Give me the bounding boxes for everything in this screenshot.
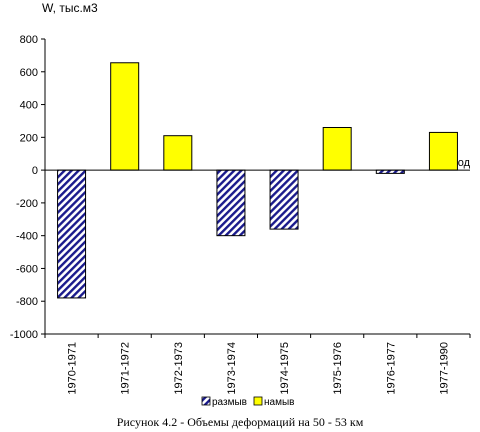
x-tick-label: 1976-1977 xyxy=(385,342,397,395)
legend-label-намыв: намыв xyxy=(264,397,294,408)
y-axis-label: W, тыс.м3 xyxy=(42,1,98,15)
x-axis-label: год xyxy=(454,157,471,169)
legend-label-размыв: размыв xyxy=(212,397,247,408)
figure-caption: Рисунок 4.2 - Объемы деформаций на 50 - … xyxy=(117,415,364,429)
x-tick-label: 1973-1974 xyxy=(226,342,238,395)
bar-намыв xyxy=(322,127,352,171)
y-tick-label: -800 xyxy=(16,296,38,308)
y-tick-label: 200 xyxy=(20,132,38,144)
x-tick-label: 1974-1975 xyxy=(279,342,291,395)
x-tick-label: 1971-1972 xyxy=(120,342,132,395)
bar-размыв xyxy=(216,169,246,237)
x-tick-label: 1975-1976 xyxy=(332,342,344,395)
bar-намыв xyxy=(163,135,193,171)
y-tick-label: 600 xyxy=(20,67,38,79)
y-tick-label: -1000 xyxy=(10,329,38,341)
y-tick-label: 0 xyxy=(32,165,38,177)
bar-размыв xyxy=(269,169,299,230)
y-tick-label: -400 xyxy=(16,231,38,243)
bar-размыв xyxy=(57,169,87,299)
y-tick-label: -600 xyxy=(16,263,38,275)
x-tick-label: 1970-1971 xyxy=(67,342,79,395)
y-tick-label: 800 xyxy=(20,34,38,46)
legend-swatch-намыв xyxy=(253,396,263,406)
bar-намыв xyxy=(110,62,140,171)
legend: размыв намыв xyxy=(201,396,294,408)
x-tick-label: 1977-1990 xyxy=(438,342,450,395)
x-tick-label: 1972-1973 xyxy=(173,342,185,395)
y-tick-label: 400 xyxy=(20,100,38,112)
bar-намыв xyxy=(428,131,458,171)
legend-swatch-размыв xyxy=(201,396,211,406)
y-tick-label: -200 xyxy=(16,198,38,210)
